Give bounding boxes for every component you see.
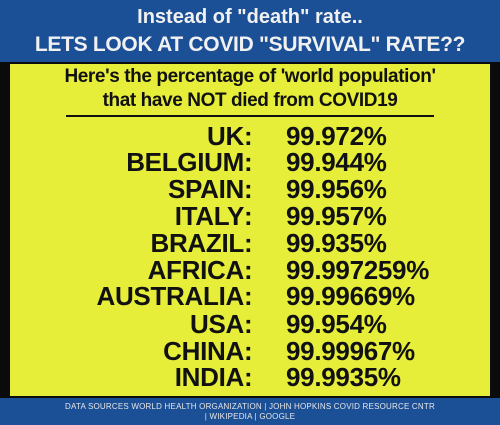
country-row: USA: 99.954% [10,310,490,338]
subtitle-line1: Here's the percentage of 'world populati… [64,66,436,87]
colon: : [244,201,253,231]
survival-rate: 99.997259% [286,255,430,285]
country-row: UK: 99.972% [10,122,490,150]
colon: : [244,174,253,204]
colon: : [244,228,253,258]
footer-sources: DATA SOURCES WORLD HEALTH ORGANIZATION |… [0,398,500,425]
colon: : [244,147,253,177]
colon: : [244,336,253,366]
country-row: BRAZIL: 99.935% [10,229,490,257]
country-name: ITALY [174,201,245,231]
footer-sources-line1: DATA SOURCES WORLD HEALTH ORGANIZATION |… [65,402,435,411]
country-name: INDIA [174,362,245,392]
header-title-line1: Instead of "death" rate.. [137,6,363,28]
country-name: SPAIN [167,174,244,204]
subtitle-line2: that have NOT died from COVID19 [102,90,398,111]
survival-rate: 99.957% [286,201,387,231]
header-banner: Instead of "death" rate.. LETS LOOK AT C… [0,0,500,62]
colon: : [244,362,253,392]
country-row: CHINA: 99.99967% [10,337,490,365]
footer-sources-line2: | WIKIPEDIA | GOOGLE [204,412,296,421]
subtitle-underline [66,115,434,117]
survival-rate: 99.935% [286,228,387,258]
country-name: AFRICA [147,255,245,285]
country-name: AUSTRALIA [96,281,244,311]
survival-rate: 99.99669% [286,281,415,311]
country-row: ITALY: 99.957% [10,202,490,230]
country-row: INDIA: 99.9935% [10,363,490,391]
country-name: UK [207,121,244,151]
survival-rate: 99.944% [286,147,387,177]
colon: : [244,255,253,285]
survival-rate: 99.9935% [286,362,401,392]
stats-panel: Here's the percentage of 'world populati… [10,64,490,396]
country-row: AUSTRALIA: 99.99669% [10,282,490,310]
survival-rate: 99.99967% [286,336,415,366]
survival-rate: 99.972% [286,121,387,151]
header-title-line2: LETS LOOK AT COVID "SURVIVAL" RATE?? [34,33,466,56]
country-name: CHINA [163,336,244,366]
survival-rate: 99.956% [286,174,387,204]
country-row: BELGIUM: 99.944% [10,148,490,176]
country-name: BRAZIL [150,228,244,258]
survival-rate: 99.954% [286,309,387,339]
country-row: AFRICA: 99.997259% [10,256,490,284]
country-row: SPAIN: 99.956% [10,175,490,203]
colon: : [244,121,253,151]
colon: : [244,281,253,311]
country-name: BELGIUM [126,147,244,177]
colon: : [244,309,253,339]
country-name: USA [190,309,244,339]
